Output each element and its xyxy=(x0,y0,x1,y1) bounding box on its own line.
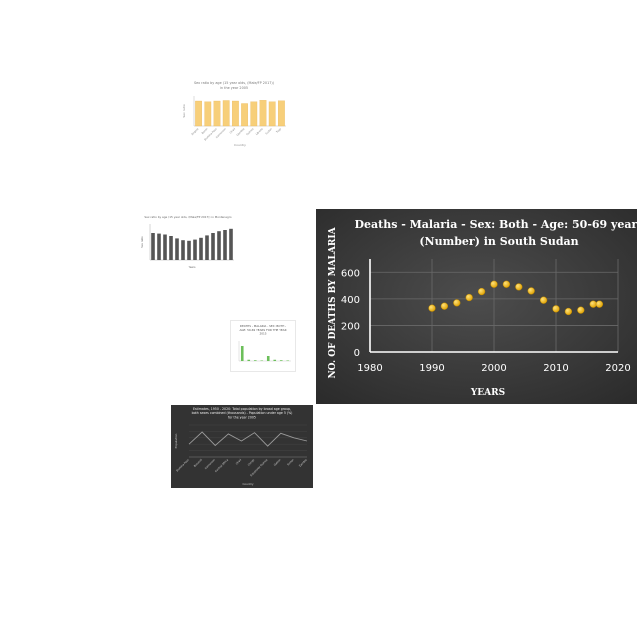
chart-4-point xyxy=(595,300,604,308)
chart-3-bar xyxy=(260,360,264,361)
chart-4-y-tick-label: 400 xyxy=(341,295,360,306)
chart-3-bar xyxy=(279,360,283,361)
chart-5-tick-label: Burundi xyxy=(193,458,203,468)
bar-chart-sex-ratio-2005: Sex ratio by age (15 year olds, (Male/FP… xyxy=(178,78,290,150)
chart-4-x-tick-label: 2010 xyxy=(543,363,568,374)
chart-4-y-tick-label: 200 xyxy=(341,321,360,332)
chart-4-point xyxy=(453,299,461,307)
chart-5-svg: Estimates, 1950 - 2020: Total population… xyxy=(171,405,313,488)
chart-4-point xyxy=(564,307,573,316)
chart-4-point xyxy=(477,287,486,296)
chart-5-line xyxy=(188,431,308,447)
chart-4-x-tick-label: 2020 xyxy=(605,363,630,374)
chart-4-ylabel: NO. OF DEATHS BY MALARIA xyxy=(328,226,338,378)
bar-chart-malaria-2015: DEATHS - MALARIA - SEX: BOTH -AGE: 50-69… xyxy=(230,320,296,372)
chart-2-xlabel: Years xyxy=(189,265,196,269)
chart-2-bar xyxy=(181,240,185,260)
chart-1-bar xyxy=(250,101,258,127)
chart-3-svg: DEATHS - MALARIA - SEX: BOTH -AGE: 50-69… xyxy=(231,321,295,371)
chart-1-bar xyxy=(195,100,202,127)
chart-4-point xyxy=(527,287,535,295)
chart-2-bar xyxy=(193,239,197,260)
chart-1-xlabel: Country xyxy=(234,143,246,147)
chart-3-bar xyxy=(273,359,277,361)
bar-chart-sex-ratio-montenegro: Sex ratio by age (15 year olds, (Male/FP… xyxy=(138,212,238,270)
chart-3-bar xyxy=(240,346,244,361)
chart-2-bar xyxy=(157,233,161,260)
chart-5-xlabel: Country xyxy=(242,482,253,486)
chart-2-bar xyxy=(205,235,209,260)
chart-2-bar xyxy=(169,236,173,260)
chart-4-y-tick-label: 0 xyxy=(354,348,360,359)
chart-2-bar xyxy=(175,238,179,260)
chart-2-svg: Sex ratio by age (15 year olds, (Male/FP… xyxy=(140,215,234,269)
line-chart-population-2005: Estimates, 1950 - 2020: Total population… xyxy=(171,405,313,488)
chart-2-bar xyxy=(217,231,221,260)
chart-5-tick-label: Gabon xyxy=(273,458,282,467)
chart-2-ylabel: Sex ratio xyxy=(140,236,144,248)
chart-4-xlabel: YEARS xyxy=(470,388,505,398)
chart-1-tick-label: Sudan xyxy=(264,127,273,136)
chart-5-title: Estimates, 1950 - 2020: Total population… xyxy=(192,407,293,419)
chart-2-title: Sex ratio by age (15 year olds, (Male/FP… xyxy=(144,215,231,219)
chart-5-ylabel: Population xyxy=(174,433,178,448)
chart-1-bar xyxy=(213,100,221,127)
chart-2-bar xyxy=(223,230,227,260)
chart-4-svg: Deaths - Malaria - Sex: Both - Age: 50-6… xyxy=(316,209,640,404)
chart-1-bar xyxy=(268,101,276,127)
chart-1-bar xyxy=(204,101,212,127)
chart-1-tick-label: Liberia xyxy=(255,127,264,136)
chart-4-point xyxy=(428,304,436,312)
chart-5-tick-label: Congo xyxy=(247,458,256,467)
chart-4-point xyxy=(589,300,597,308)
chart-1-bar xyxy=(259,100,267,127)
chart-1-tick-label: Chad xyxy=(229,127,237,135)
chart-2-bar xyxy=(163,234,167,260)
chart-1-title: Sex ratio by age (15 year olds, (Male/FP… xyxy=(194,81,275,90)
chart-1-bar xyxy=(278,100,285,127)
chart-1-tick-label: Guinea xyxy=(245,127,255,137)
chart-3-title: DEATHS - MALARIA - SEX: BOTH -AGE: 50-69… xyxy=(239,324,286,336)
chart-4-point xyxy=(515,283,523,291)
chart-3-bar xyxy=(253,360,257,361)
chart-5-tick-label: Zambia xyxy=(298,458,308,468)
chart-4-point xyxy=(465,293,473,302)
chart-4-x-tick-label: 1990 xyxy=(419,363,444,374)
chart-4-point xyxy=(502,280,511,288)
chart-3-bar xyxy=(247,359,251,361)
chart-1-bar xyxy=(222,100,230,127)
chart-2-bar xyxy=(211,233,215,260)
chart-4-point xyxy=(577,306,585,314)
chart-4-title: Deaths - Malaria - Sex: Both - Age: 50-6… xyxy=(354,218,637,248)
chart-4-x-tick-label: 2000 xyxy=(481,363,506,374)
chart-5-tick-label: Sudan xyxy=(286,458,295,467)
chart-1-tick-label: Togo xyxy=(275,127,282,134)
chart-1-tick-label: Benin xyxy=(200,127,208,135)
chart-5-tick-label: Chad xyxy=(235,458,243,466)
chart-2-bar xyxy=(229,228,233,260)
chart-2-bar xyxy=(151,233,155,260)
scatter-chart-malaria-south-sudan: Deaths - Malaria - Sex: Both - Age: 50-6… xyxy=(316,209,640,404)
chart-1-bar xyxy=(232,100,239,127)
chart-4-x-tick-label: 1980 xyxy=(357,363,382,374)
chart-4-y-tick-label: 600 xyxy=(341,268,360,279)
chart-2-bar xyxy=(187,240,191,260)
chart-4-point xyxy=(440,302,449,310)
chart-2-bar xyxy=(199,237,203,260)
chart-1-tick-label: Angola xyxy=(190,127,199,136)
chart-1-bar xyxy=(241,103,248,127)
chart-4-point xyxy=(552,305,560,313)
chart-4-point xyxy=(490,280,498,288)
chart-1-ylabel: Sex ratio xyxy=(182,104,186,118)
chart-1-svg: Sex ratio by age (15 year olds, (Male/FP… xyxy=(182,81,286,147)
chart-5-background xyxy=(171,405,313,488)
chart-3-bar xyxy=(286,360,290,361)
chart-4-point xyxy=(539,296,548,304)
chart-1-tick-label: Gambia xyxy=(235,127,245,137)
chart-3-bar xyxy=(266,356,270,361)
